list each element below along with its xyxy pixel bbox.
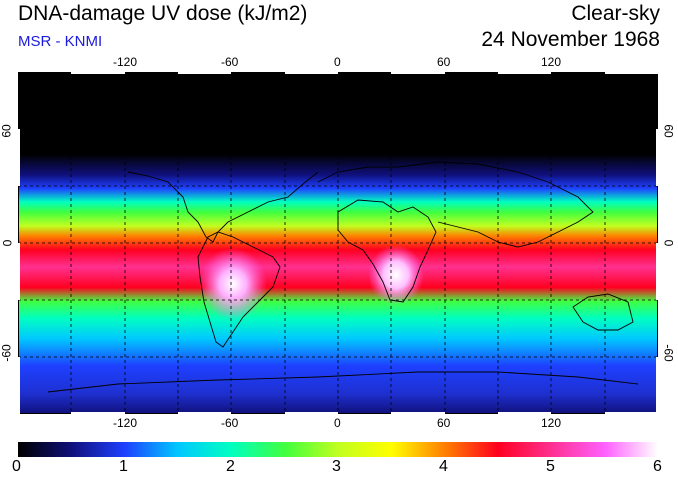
lon-tick-bottom: 120 — [541, 416, 562, 430]
colorbar-label: 0 — [12, 458, 21, 475]
lat-tick-left: -60 — [0, 344, 14, 362]
lon-tick-top: -120 — [113, 55, 138, 69]
colorbar-label: 3 — [332, 458, 341, 475]
map-title: DNA-damage UV dose (kJ/m2) — [18, 2, 308, 25]
lon-tick-bottom: 60 — [437, 416, 451, 430]
lon-tick-top: -60 — [221, 55, 239, 69]
colorbar-label: 2 — [226, 458, 235, 475]
lon-tick-top: 60 — [437, 55, 451, 69]
colorbar — [18, 442, 658, 457]
coastlines — [47, 161, 639, 393]
lon-tick-top: 120 — [541, 55, 562, 69]
colorbar-label: 5 — [546, 458, 555, 475]
colorbar-label: 6 — [653, 458, 662, 475]
uv-maximum-south-america — [199, 248, 267, 320]
date-label: 24 November 1968 — [481, 28, 660, 51]
lon-tick-bottom: 0 — [334, 416, 341, 430]
lon-tick-bottom: -60 — [221, 416, 239, 430]
colorbar-label: 1 — [119, 458, 128, 475]
lat-tick-right: 60 — [661, 124, 676, 138]
lat-tick-right: -60 — [661, 344, 676, 362]
uv-maximum-southern-africa — [368, 245, 424, 305]
lon-tick-bottom: -120 — [113, 416, 138, 430]
graticule — [18, 72, 658, 414]
colorbar-gradient — [18, 442, 658, 457]
source-label: MSR - KNMI — [18, 33, 103, 50]
lat-tick-left: 60 — [0, 124, 14, 138]
lat-tick-right: 0 — [661, 239, 676, 247]
uv-dose-map — [18, 72, 658, 414]
lon-tick-top: 0 — [334, 55, 341, 69]
lat-tick-left: 0 — [0, 239, 15, 247]
sky-condition-label: Clear-sky — [571, 2, 660, 25]
frame-tick-segments — [18, 72, 658, 414]
colorbar-label: 4 — [439, 458, 448, 475]
